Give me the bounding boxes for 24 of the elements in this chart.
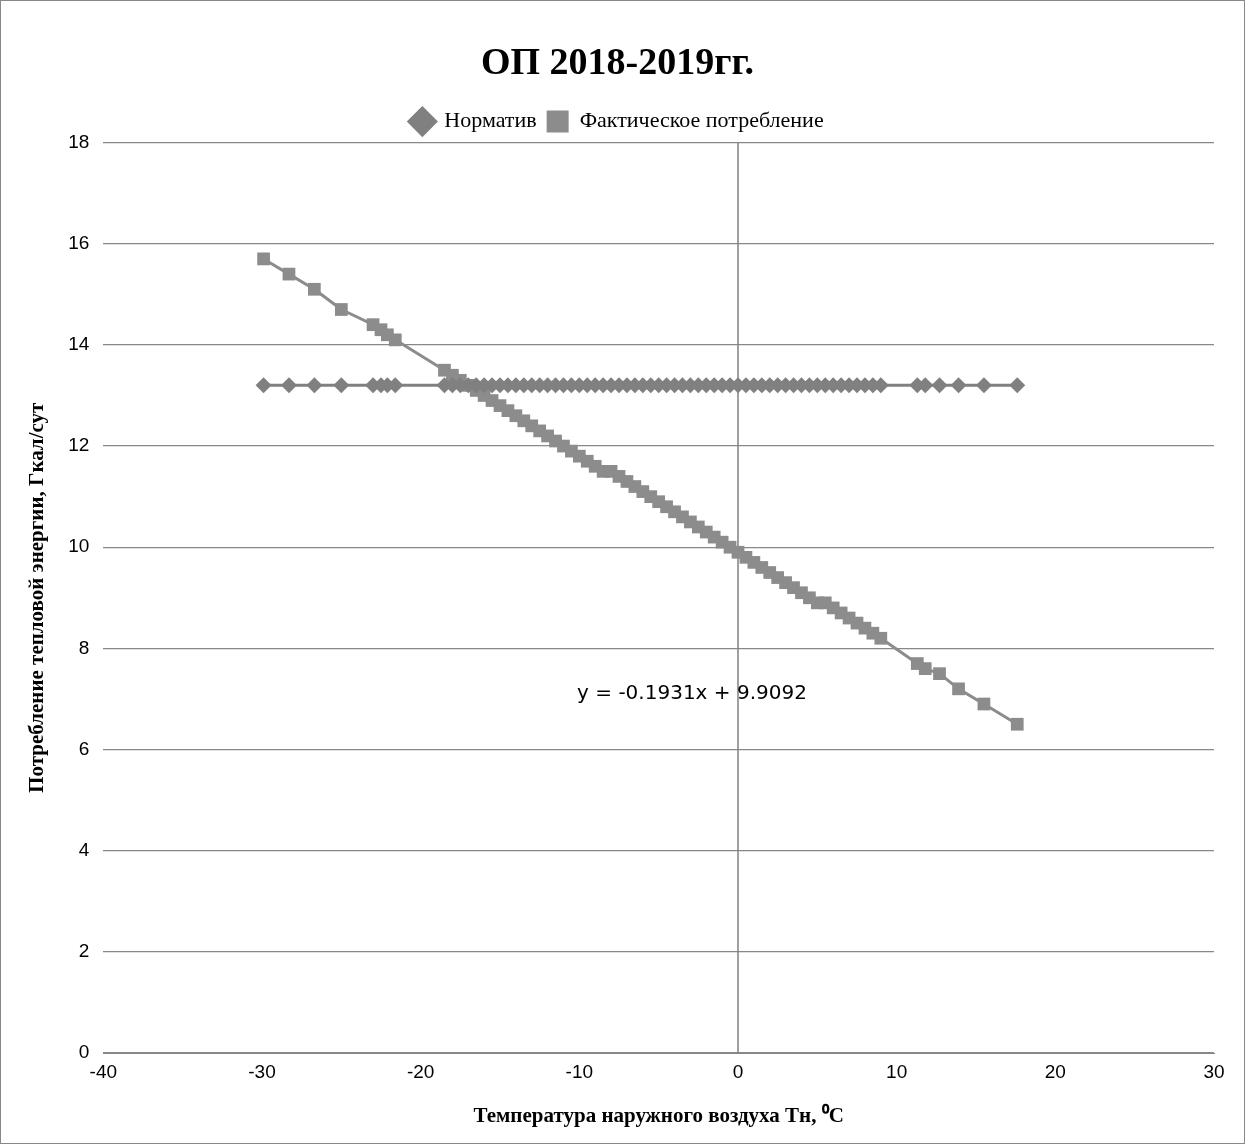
legend-label: Норматив bbox=[444, 107, 537, 133]
x-tick-label: 20 bbox=[1044, 1060, 1066, 1082]
x-tick-label: -30 bbox=[248, 1060, 276, 1082]
x-tick-label: 10 bbox=[886, 1060, 908, 1082]
y-tick-label: 6 bbox=[78, 737, 90, 759]
y-tick-label: 8 bbox=[78, 636, 90, 658]
x-tick-label: -40 bbox=[89, 1060, 118, 1082]
y-tick-label: 18 bbox=[68, 130, 90, 152]
y-tick-label: 16 bbox=[68, 231, 90, 253]
x-axis-title: Температура наружного воздуха Тн, ⁰C bbox=[473, 1102, 844, 1127]
y-tick-label: 12 bbox=[68, 434, 90, 456]
y-tick-label: 14 bbox=[68, 333, 90, 355]
y-axis-title: Потребление тепловой энергии, Гкал/сут bbox=[24, 402, 49, 793]
chart-title: ОП 2018-2019гг. bbox=[481, 39, 754, 82]
x-tick-label: 30 bbox=[1203, 1060, 1225, 1082]
y-tick-label: 4 bbox=[78, 838, 90, 860]
x-tick-label: -10 bbox=[565, 1060, 594, 1082]
annotation: y = -0.1931x + 9.9092 bbox=[577, 679, 807, 704]
x-tick-label: -20 bbox=[406, 1060, 435, 1082]
legend-label: Фактическое потребление bbox=[579, 107, 824, 133]
y-tick-label: 10 bbox=[68, 535, 90, 557]
y-tick-label: 0 bbox=[78, 1041, 90, 1063]
y-tick-label: 2 bbox=[78, 940, 90, 962]
x-tick-label: 0 bbox=[732, 1060, 744, 1082]
